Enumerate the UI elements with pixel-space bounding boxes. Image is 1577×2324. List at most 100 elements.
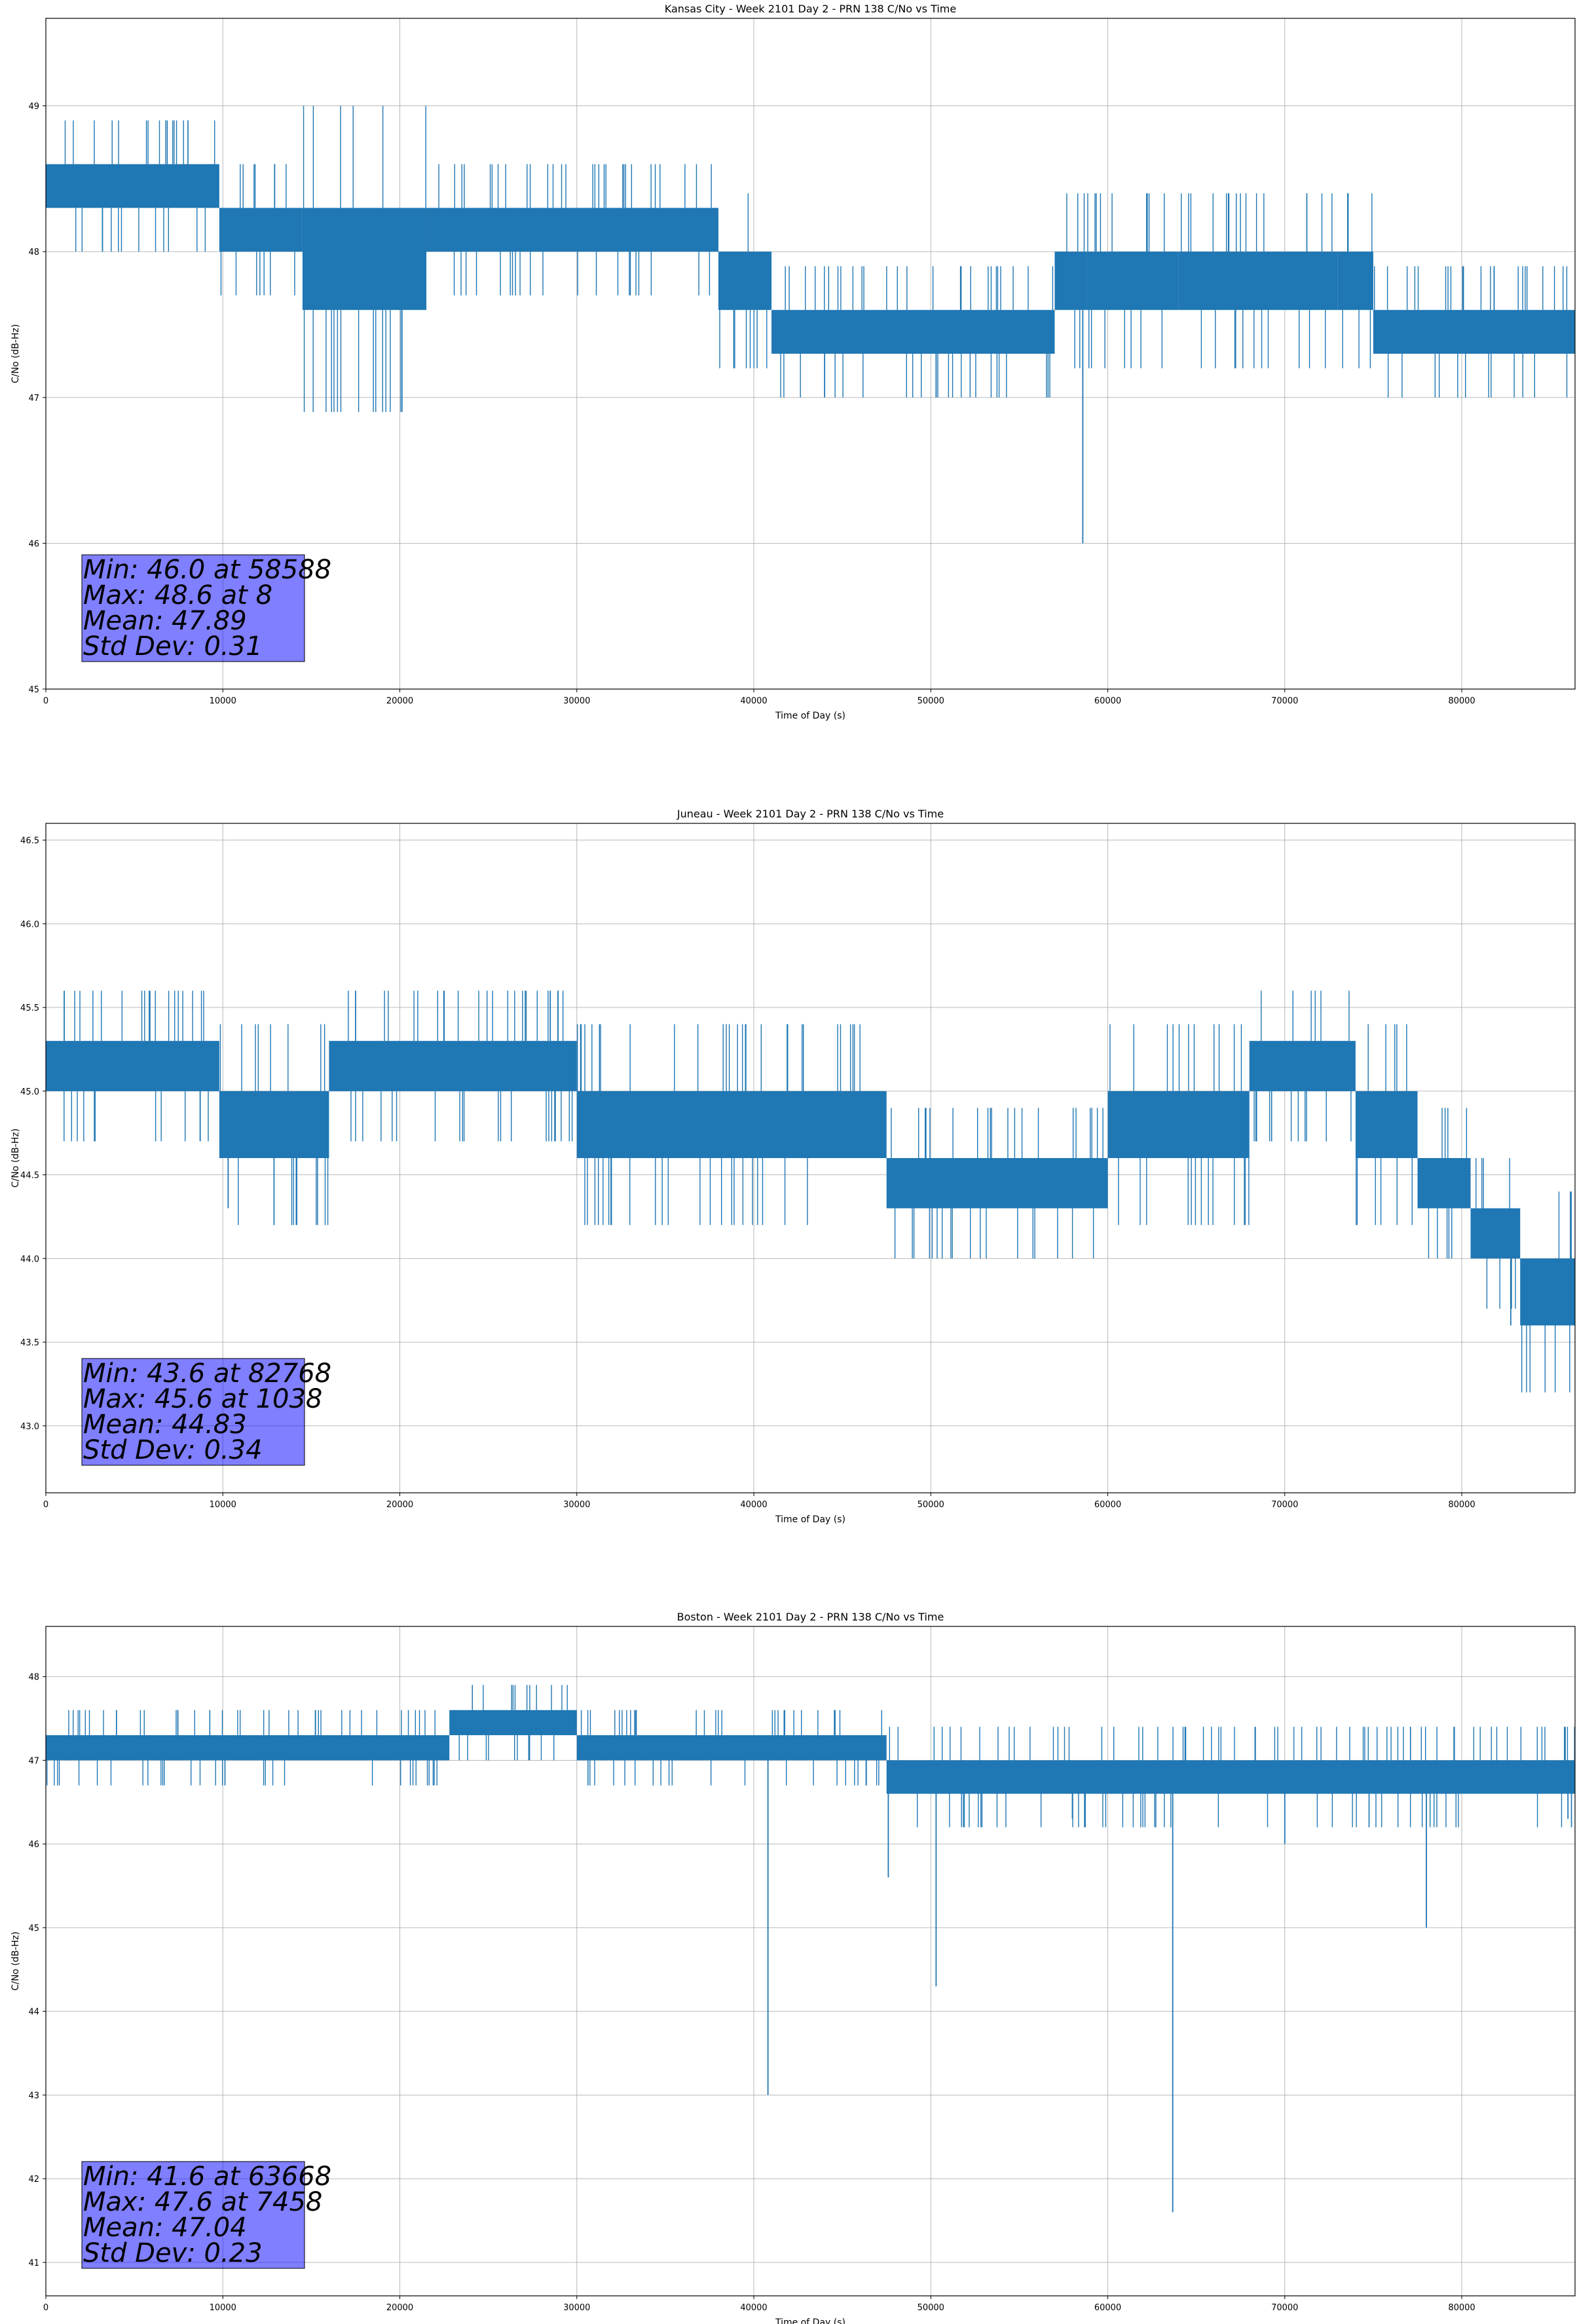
y-axis-label: C/No (dB-Hz) bbox=[10, 1129, 21, 1188]
x-tick-label: 0 bbox=[43, 696, 48, 706]
x-tick-label: 50000 bbox=[918, 696, 944, 706]
x-axis-label: Time of Day (s) bbox=[775, 1514, 845, 1525]
y-tick-label: 45.5 bbox=[20, 1003, 39, 1013]
y-tick-label: 43 bbox=[28, 2091, 39, 2101]
y-axis-label: C/No (dB-Hz) bbox=[10, 1932, 21, 1991]
chart-title: Kansas City - Week 2101 Day 2 - PRN 138 … bbox=[665, 3, 956, 15]
series-band bbox=[771, 310, 1055, 354]
x-tick-label: 40000 bbox=[740, 696, 767, 706]
x-axis-label: Time of Day (s) bbox=[775, 711, 845, 721]
stats-mean: Mean: 47.89 bbox=[83, 606, 247, 636]
x-axis-label: Time of Day (s) bbox=[775, 2317, 845, 2324]
y-tick-label: 47 bbox=[28, 1756, 39, 1766]
series-band bbox=[1355, 1091, 1418, 1158]
x-tick-label: 0 bbox=[43, 2303, 48, 2313]
series-band bbox=[46, 1735, 450, 1761]
x-tick-label: 20000 bbox=[386, 2303, 413, 2313]
y-tick-label: 46 bbox=[28, 1840, 39, 1850]
x-tick-label: 20000 bbox=[386, 696, 413, 706]
x-tick-label: 40000 bbox=[740, 2303, 767, 2313]
series-band bbox=[1249, 1041, 1356, 1091]
y-tick-label: 45 bbox=[28, 1924, 39, 1934]
y-tick-label: 43.5 bbox=[20, 1338, 39, 1348]
axes-frame bbox=[45, 1626, 1576, 2296]
chart-title: Boston - Week 2101 Day 2 - PRN 138 C/No … bbox=[677, 1611, 944, 1623]
x-tick-label: 70000 bbox=[1271, 2303, 1298, 2313]
y-tick-label: 42 bbox=[28, 2175, 39, 2184]
x-tick-label: 60000 bbox=[1094, 2303, 1121, 2313]
y-axis-label: C/No (dB-Hz) bbox=[10, 324, 21, 383]
chart-panel-1: Juneau - Week 2101 Day 2 - PRN 138 C/No … bbox=[10, 808, 1576, 1525]
y-tick-label: 44 bbox=[28, 2008, 39, 2017]
chart-panel-2: Boston - Week 2101 Day 2 - PRN 138 C/No … bbox=[10, 1611, 1576, 2324]
series-band bbox=[1520, 1258, 1575, 1326]
y-tick-label: 49 bbox=[28, 102, 39, 112]
x-tick-label: 30000 bbox=[563, 696, 590, 706]
stats-box bbox=[81, 2161, 305, 2269]
data-series bbox=[46, 990, 1575, 1393]
x-tick-label: 70000 bbox=[1271, 1500, 1298, 1510]
stats-std: Std Dev: 0.34 bbox=[83, 1435, 263, 1465]
y-tick-label: 45.0 bbox=[20, 1087, 39, 1097]
y-tick-label: 48 bbox=[28, 248, 39, 257]
x-tick-label: 0 bbox=[43, 1500, 48, 1510]
series-band bbox=[886, 1158, 1108, 1209]
x-tick-label: 10000 bbox=[210, 1500, 236, 1510]
series-band bbox=[1373, 310, 1575, 354]
y-tick-label: 44.0 bbox=[20, 1254, 39, 1264]
series-band bbox=[576, 1735, 887, 1761]
stats-std: Std Dev: 0.31 bbox=[83, 631, 263, 662]
x-tick-label: 30000 bbox=[563, 2303, 590, 2313]
series-band bbox=[46, 164, 219, 208]
stats-mean: Mean: 47.04 bbox=[83, 2213, 247, 2243]
series-band bbox=[46, 1041, 219, 1091]
series-band bbox=[219, 1091, 329, 1158]
y-tick-label: 46 bbox=[28, 539, 39, 549]
y-tick-label: 48 bbox=[28, 1673, 39, 1683]
stats-box bbox=[81, 554, 305, 662]
series-band bbox=[1417, 1158, 1471, 1209]
series-band bbox=[886, 1760, 1575, 1794]
stats-min: Min: 46.0 at 58588 bbox=[83, 555, 331, 585]
series-band bbox=[576, 1091, 887, 1158]
series-band bbox=[302, 208, 427, 310]
stats-min: Min: 41.6 at 63668 bbox=[83, 2162, 331, 2192]
y-tick-label: 41 bbox=[28, 2258, 39, 2268]
data-series bbox=[46, 1685, 1575, 2213]
series-band bbox=[449, 1710, 577, 1736]
stats-std: Std Dev: 0.23 bbox=[83, 2238, 263, 2268]
x-tick-label: 50000 bbox=[918, 2303, 944, 2313]
series-band bbox=[1337, 252, 1373, 310]
series-band bbox=[1107, 1091, 1250, 1158]
x-tick-label: 60000 bbox=[1094, 1500, 1121, 1510]
series-band bbox=[718, 252, 772, 310]
x-tick-label: 80000 bbox=[1448, 2303, 1475, 2313]
x-tick-label: 80000 bbox=[1448, 1500, 1475, 1510]
series-band bbox=[1178, 252, 1338, 310]
x-tick-label: 10000 bbox=[210, 2303, 236, 2313]
data-series bbox=[46, 105, 1575, 544]
chart-title: Juneau - Week 2101 Day 2 - PRN 138 C/No … bbox=[677, 808, 944, 820]
x-tick-label: 80000 bbox=[1448, 696, 1475, 706]
y-tick-label: 44.5 bbox=[20, 1171, 39, 1181]
series-band bbox=[1054, 252, 1087, 310]
y-tick-label: 46.0 bbox=[20, 920, 39, 929]
stats-max: Max: 48.6 at 8 bbox=[83, 580, 272, 610]
x-tick-label: 70000 bbox=[1271, 696, 1298, 706]
series-band bbox=[1086, 252, 1179, 310]
axes-frame bbox=[45, 18, 1576, 690]
stats-min: Min: 43.6 at 82768 bbox=[83, 1359, 331, 1389]
x-tick-label: 50000 bbox=[918, 1500, 944, 1510]
y-tick-label: 45 bbox=[28, 685, 39, 695]
stats-max: Max: 47.6 at 7458 bbox=[83, 2187, 322, 2217]
series-band bbox=[426, 208, 718, 252]
series-band bbox=[219, 208, 303, 252]
series-band bbox=[329, 1041, 577, 1091]
y-tick-label: 43.0 bbox=[20, 1422, 39, 1432]
x-tick-label: 60000 bbox=[1094, 696, 1121, 706]
stats-max: Max: 45.6 at 1038 bbox=[83, 1384, 322, 1414]
x-tick-label: 20000 bbox=[386, 1500, 413, 1510]
stats-box bbox=[81, 1358, 305, 1466]
